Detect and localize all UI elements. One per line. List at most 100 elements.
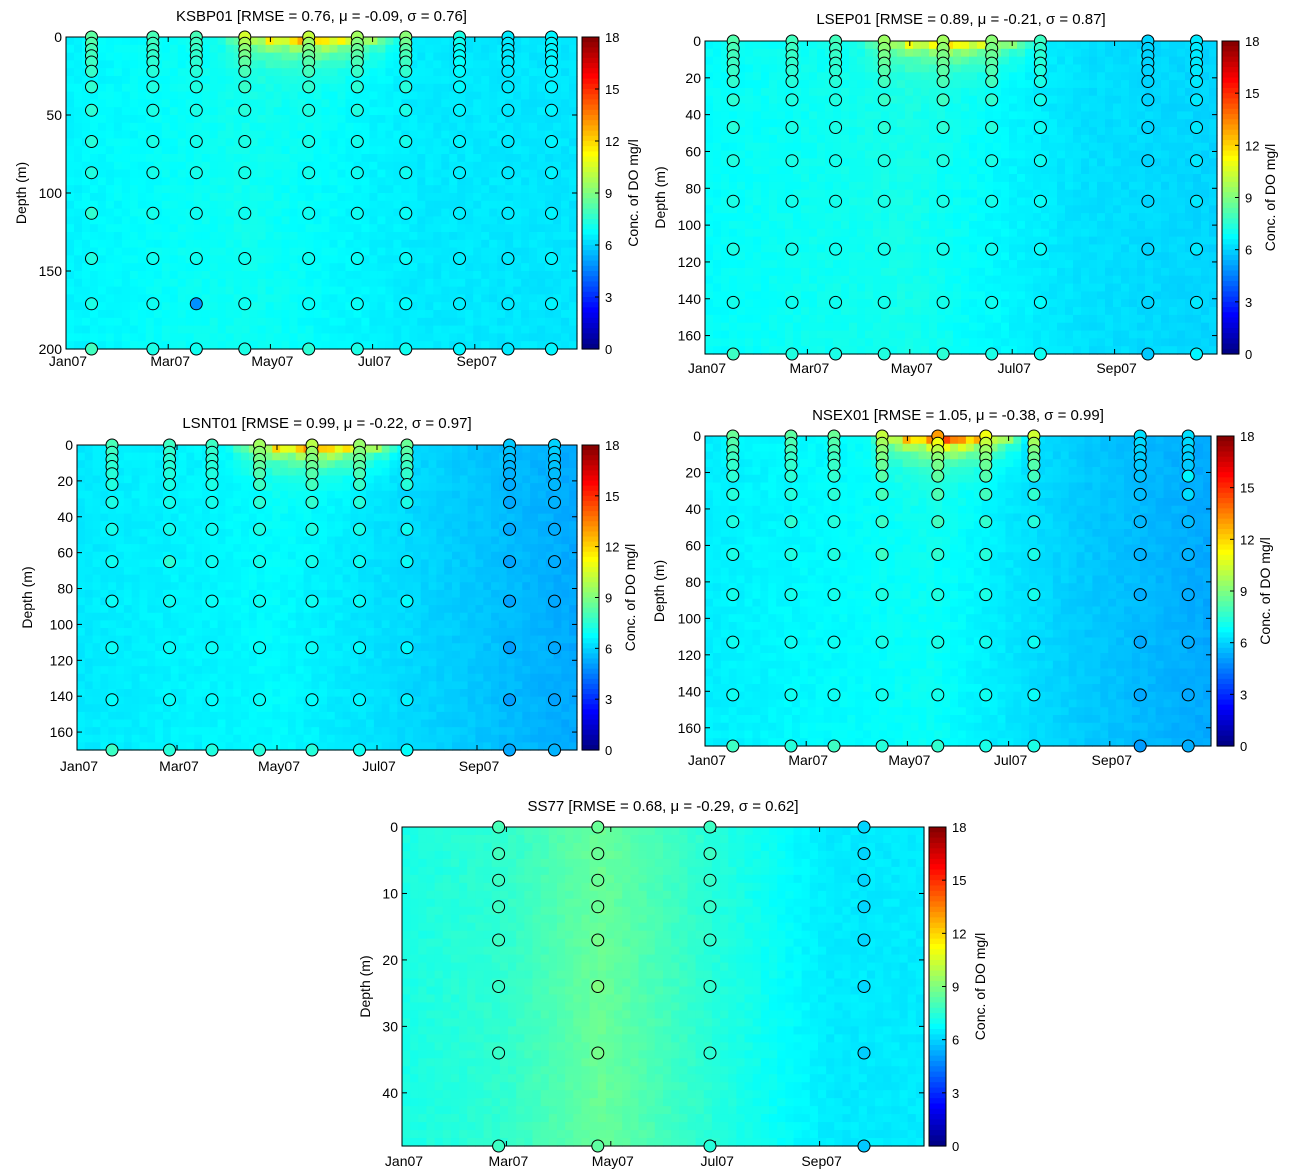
heatmap-cell <box>369 286 378 295</box>
heatmap-cell <box>841 197 850 206</box>
heatmap-cell <box>817 346 826 355</box>
heatmap-cell <box>417 154 426 163</box>
heatmap-cell <box>1073 95 1082 105</box>
heatmap-cell <box>721 134 730 144</box>
heatmap-cell <box>137 208 147 217</box>
heatmap-cell <box>137 317 147 327</box>
heatmap-cell <box>289 208 299 217</box>
heatmap-cell <box>497 122 506 132</box>
heatmap-cell <box>993 338 1002 347</box>
heatmap-cell <box>1025 189 1034 199</box>
heatmap-cell <box>1105 338 1114 347</box>
heatmap-cell <box>433 68 442 77</box>
heatmap-cell <box>1097 307 1106 316</box>
heatmap-cell <box>737 244 746 253</box>
heatmap-cell <box>393 91 402 100</box>
heatmap-cell <box>153 325 163 334</box>
heatmap-cell <box>913 189 922 199</box>
heatmap-cell <box>193 193 203 202</box>
heatmap-cell <box>281 317 291 327</box>
heatmap-cell <box>769 228 778 238</box>
heatmap-cell <box>465 115 474 124</box>
heatmap-cell <box>249 44 259 54</box>
colorbar-segment <box>582 42 599 48</box>
heatmap-cell <box>1049 267 1058 277</box>
heatmap-cell <box>777 205 786 214</box>
heatmap-cell <box>849 283 858 293</box>
heatmap-cell <box>913 338 922 347</box>
heatmap-cell <box>385 216 394 225</box>
heatmap-cell <box>841 228 850 238</box>
heatmap-cell <box>1025 150 1034 159</box>
heatmap-cell <box>377 208 386 217</box>
heatmap-cell <box>1049 283 1058 293</box>
heatmap-cell <box>1025 158 1034 167</box>
heatmap-cell <box>825 111 834 120</box>
heatmap-cell <box>897 252 906 261</box>
heatmap-cell <box>265 200 275 210</box>
heatmap-cell <box>1097 111 1106 120</box>
heatmap-cell <box>281 91 291 100</box>
heatmap-cell <box>473 208 482 217</box>
heatmap-cell <box>881 181 890 191</box>
heatmap-cell <box>289 325 299 334</box>
heatmap-cell <box>441 239 450 249</box>
heatmap-cell <box>297 83 307 93</box>
heatmap-cell <box>961 307 970 316</box>
heatmap-cell <box>825 103 834 113</box>
heatmap-cell <box>1001 150 1010 159</box>
heatmap-cell <box>297 232 307 241</box>
heatmap-cell <box>137 169 147 178</box>
heatmap-cell <box>1121 260 1130 269</box>
heatmap-cell <box>265 76 275 85</box>
heatmap-cell <box>1033 236 1042 246</box>
heatmap-cell <box>225 177 235 186</box>
heatmap-cell <box>753 87 762 97</box>
heatmap-cell <box>1073 252 1082 261</box>
heatmap-cell <box>401 193 410 202</box>
heatmap-cell <box>121 239 131 249</box>
heatmap-cell <box>529 247 538 256</box>
heatmap-cell <box>705 260 714 269</box>
heatmap-cell <box>97 68 107 77</box>
heatmap-cell <box>1081 181 1090 191</box>
heatmap-cell <box>66 115 75 124</box>
heatmap-cell <box>521 255 530 264</box>
heatmap-cell <box>721 127 730 136</box>
heatmap-cell <box>185 130 195 139</box>
heatmap-cell <box>841 174 850 183</box>
heatmap-cell <box>353 193 363 202</box>
heatmap-cell <box>497 255 506 264</box>
heatmap-cell <box>913 213 922 222</box>
heatmap-cell <box>393 169 402 178</box>
heatmap-cell <box>753 80 762 89</box>
heatmap-cell <box>809 150 818 159</box>
heatmap-cell <box>393 130 402 139</box>
heatmap-cell <box>921 299 930 308</box>
sample-point <box>238 64 252 78</box>
heatmap-cell <box>561 341 570 350</box>
heatmap-cell <box>705 95 714 105</box>
heatmap-cell <box>969 80 978 89</box>
heatmap-cell <box>537 185 546 194</box>
heatmap-cell <box>865 220 874 230</box>
heatmap-cell <box>561 146 570 155</box>
heatmap-cell <box>153 154 163 163</box>
heatmap-cell <box>545 271 554 280</box>
heatmap-cell <box>1073 142 1082 152</box>
heatmap-cell <box>121 115 131 124</box>
heatmap-cell <box>753 307 762 316</box>
heatmap-cell <box>1113 213 1122 222</box>
heatmap-cell <box>265 107 275 116</box>
heatmap-cell <box>809 64 818 73</box>
heatmap-cell <box>209 154 219 163</box>
heatmap-cell <box>857 142 866 152</box>
heatmap-cell <box>801 174 810 183</box>
heatmap-cell <box>513 37 522 46</box>
heatmap-cell <box>849 64 858 73</box>
heatmap-cell <box>201 317 211 327</box>
heatmap-cell <box>217 208 227 217</box>
heatmap-cell <box>705 166 714 175</box>
colorbar-segment <box>582 182 599 189</box>
heatmap-cell <box>81 294 91 303</box>
